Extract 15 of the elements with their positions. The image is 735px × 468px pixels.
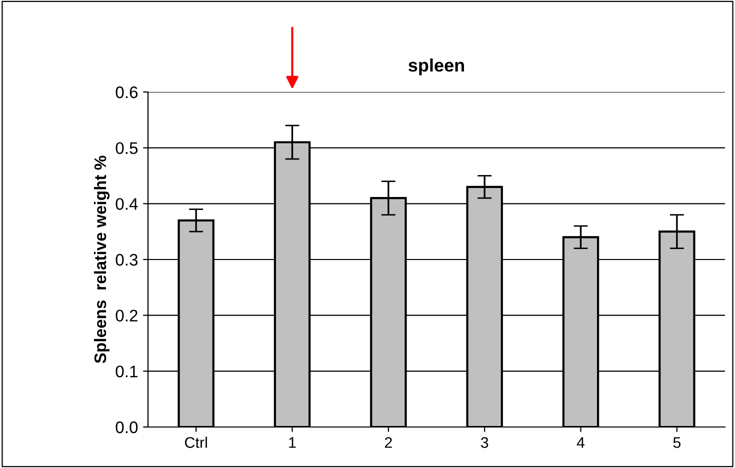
y-tick-label: 0.0 <box>116 421 138 434</box>
x-tick-label: 2 <box>384 437 392 448</box>
y-tick-label: 0.5 <box>116 142 138 154</box>
y-tick-label: 0.6 <box>116 86 138 98</box>
y-tick-label: 0.4 <box>116 198 138 210</box>
y-tick-label: 0.1 <box>116 366 138 378</box>
chart-title: spleen <box>408 58 464 76</box>
x-tick-label: 1 <box>289 437 296 448</box>
y-tick-label: 0.3 <box>116 254 138 266</box>
y-axis-title: Spleens relative weight % <box>94 156 110 364</box>
x-tick-label: 5 <box>673 437 681 448</box>
x-tick-label: Ctrl <box>184 436 207 448</box>
y-tick-label: 0.2 <box>116 310 138 322</box>
x-tick-label: 3 <box>480 437 488 448</box>
x-tick-label: 4 <box>576 437 585 448</box>
